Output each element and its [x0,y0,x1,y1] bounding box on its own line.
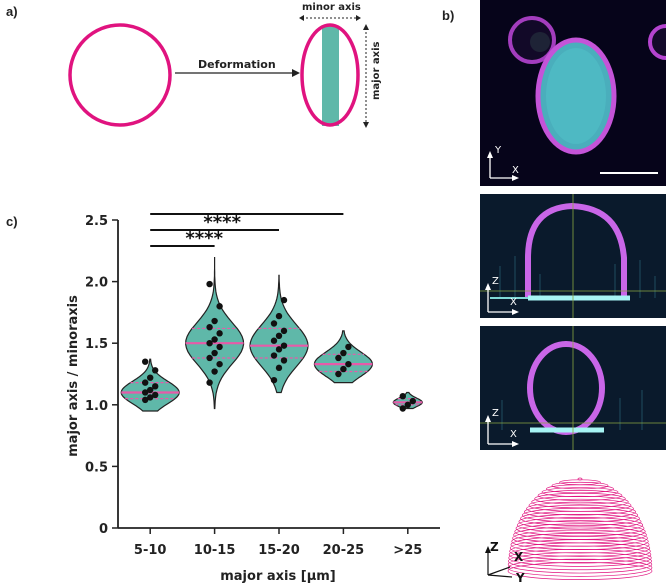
data-point [280,342,288,349]
violin-5-10 [120,358,180,412]
data-point [211,336,218,343]
data-point [152,367,159,374]
x-axis-title: major axis [µm] [220,569,336,584]
data-point [147,394,154,401]
data-point [142,396,149,404]
data-point [270,352,278,359]
micrograph-xz-1: Z X [480,194,666,318]
axis-y-label: Y [494,145,502,156]
axis-z-label: Z [490,540,499,554]
data-point [275,312,283,320]
micrograph-xz-2: Z X [480,326,666,450]
panel-a-label: a) [6,4,18,19]
data-point [216,303,223,310]
data-point [345,343,352,351]
cell-3d-render: Z X Y [485,477,653,585]
axis-x-label: X [514,550,524,564]
axis-x-label: X [510,297,517,308]
violin-20-25 [313,330,374,384]
deformed-cell [300,23,360,127]
y-tick-label: 1.5 [85,337,108,352]
y-tick-label: 2.0 [85,276,108,291]
data-point [409,397,416,405]
violin-10-15 [184,257,245,410]
data-point [216,343,223,351]
data-point [216,330,223,337]
violin-chart: *********** 00.51.01.52.02.5 5-1010-1515… [66,210,440,584]
data-point [142,389,149,396]
axis-z-label: Z [492,276,499,287]
x-tick-label: >25 [393,543,422,558]
axis-x-label: X [512,165,519,176]
data-point [335,354,342,362]
significance-label: **** [203,212,241,233]
data-point [280,327,288,335]
significance-label: *** [226,210,255,217]
y-tick-label: 0.5 [85,460,108,475]
y-tick-label: 2.5 [85,214,108,229]
data-point [275,364,283,372]
major-axis-label: major axis [371,41,382,100]
y-axis-title: major axis / minoraxis [66,295,81,457]
data-point [399,392,406,400]
data-point [211,349,218,357]
data-point [270,376,278,384]
x-tick-label: 10-15 [194,543,236,558]
minor-axis-label: minor axis [302,2,361,13]
data-point [206,379,213,386]
significance-label: **** [185,228,223,249]
data-point [147,374,154,381]
data-point [345,360,352,368]
y-tick-label: 0 [99,522,108,537]
undeformed-cell [68,23,172,127]
data-point [335,370,342,378]
axis-z-label: Z [492,408,499,419]
data-point [142,358,149,365]
confinement-channel [322,26,339,126]
data-point [142,379,149,386]
deformation-diagram: Deformation minor axis major axis [68,2,382,128]
axis-y-label: Y [515,571,525,585]
axis-x-label: X [510,429,517,440]
data-point [270,337,278,344]
x-tick-label: 5-10 [134,543,167,558]
micrograph-xy: Y X [480,0,666,186]
data-point [206,354,213,362]
data-point [275,332,283,340]
x-tick-label: 15-20 [258,543,300,558]
y-tick-label: 1.0 [85,399,108,414]
data-point [280,357,288,364]
data-point [147,386,154,394]
data-point [280,296,288,304]
data-point [340,349,347,357]
deformation-arrowhead [292,69,300,77]
data-point [275,346,283,353]
panel-c-label: c) [6,214,18,229]
data-point [211,368,218,375]
data-point [270,320,278,327]
x-tick-label: 20-25 [323,543,365,558]
data-point [211,317,218,325]
data-point [206,340,213,347]
data-point [206,280,213,288]
data-point [206,323,213,331]
data-point [404,401,411,408]
data-point [152,391,159,399]
data-point [216,360,223,368]
data-point [340,365,347,373]
panel-b-label: b) [442,8,455,23]
deformation-label: Deformation [198,58,276,71]
data-point [399,405,406,412]
data-point [152,383,159,390]
